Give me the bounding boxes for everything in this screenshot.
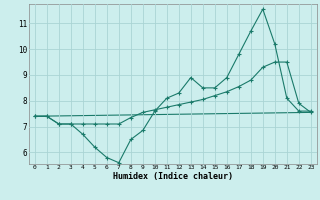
X-axis label: Humidex (Indice chaleur): Humidex (Indice chaleur) (113, 172, 233, 181)
